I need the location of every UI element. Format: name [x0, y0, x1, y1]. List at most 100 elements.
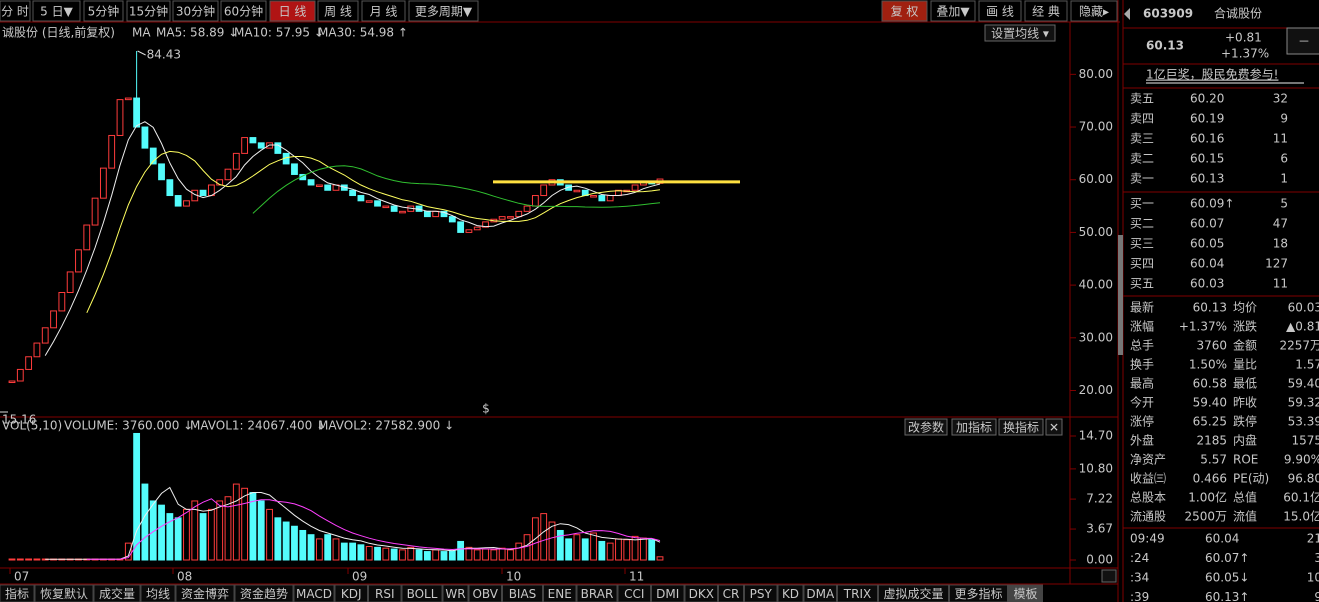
tab[interactable]: 均线: [146, 587, 170, 601]
minus-button-bg[interactable]: [1286, 27, 1319, 55]
toolbar-button[interactable]: 画 线: [986, 5, 1014, 19]
tab-bg[interactable]: [368, 584, 402, 602]
vol-button[interactable]: 改参数: [908, 420, 944, 435]
tab-bg[interactable]: [93, 584, 141, 602]
toolbar-button[interactable]: 分 时: [1, 5, 29, 19]
tab[interactable]: CCI: [624, 587, 644, 601]
tab[interactable]: DKX: [689, 587, 714, 601]
toolbar-button[interactable]: 复 权: [891, 5, 919, 19]
toolbar-button-bg[interactable]: [1024, 0, 1068, 22]
toolbar-button-bg[interactable]: [220, 0, 267, 22]
tab-bg[interactable]: [651, 584, 685, 602]
tab[interactable]: 指标: [5, 586, 29, 601]
tab[interactable]: DMA: [806, 587, 835, 601]
tab-bg[interactable]: [468, 584, 502, 602]
toolbar-button-bg[interactable]: [1070, 0, 1118, 22]
vol-button[interactable]: 加指标: [956, 420, 992, 435]
tab-bg[interactable]: [175, 584, 235, 602]
vol-button-bg[interactable]: [1045, 418, 1063, 436]
ad-link: 1亿巨奖，股民免费参与!: [1146, 67, 1278, 82]
tab[interactable]: MACD: [296, 587, 332, 601]
scrollbar[interactable]: [1101, 569, 1117, 583]
tab-bg[interactable]: [334, 584, 368, 602]
tab[interactable]: 更多指标: [954, 586, 1002, 601]
toolbar-button[interactable]: 月 线: [370, 5, 398, 19]
tab-bg[interactable]: [1008, 584, 1043, 602]
toolbar-button[interactable]: 经 典: [1032, 5, 1060, 19]
toolbar-button[interactable]: 叠加▼: [936, 5, 970, 19]
tab-bg[interactable]: [878, 584, 949, 602]
tab[interactable]: BOLL: [407, 587, 438, 601]
tab[interactable]: KD: [782, 587, 799, 601]
tab-bg[interactable]: [744, 584, 778, 602]
tab[interactable]: DMI: [656, 587, 679, 601]
tab[interactable]: KDJ: [341, 587, 362, 601]
toolbar-button-bg[interactable]: [978, 0, 1022, 22]
tab-bg[interactable]: [34, 584, 94, 602]
tab-bg[interactable]: [718, 584, 744, 602]
tab-bg[interactable]: [140, 584, 176, 602]
toolbar-button-bg[interactable]: [881, 0, 928, 22]
tab[interactable]: TRIX: [843, 587, 871, 601]
tab[interactable]: 模板: [1013, 587, 1037, 601]
toolbar-button-bg[interactable]: [317, 0, 359, 22]
toolbar-button-bg[interactable]: [0, 0, 31, 22]
tab[interactable]: 资金趋势: [240, 586, 288, 601]
toolbar-button-bg[interactable]: [930, 0, 976, 22]
tab[interactable]: BIAS: [509, 587, 537, 601]
toolbar-button[interactable]: 日 线: [279, 5, 307, 19]
tab[interactable]: CR: [723, 587, 740, 601]
tab-bg[interactable]: [617, 584, 651, 602]
tab[interactable]: ENE: [548, 587, 572, 601]
vol-button-bg[interactable]: [904, 418, 948, 436]
tab-bg[interactable]: [543, 584, 577, 602]
toolbar-button[interactable]: 30分钟: [176, 4, 215, 19]
toolbar-button[interactable]: 60分钟: [224, 4, 263, 19]
tab[interactable]: 恢复默认: [40, 586, 88, 601]
toolbar-button-bg[interactable]: [126, 0, 171, 22]
toolbar-button[interactable]: 隐藏▸: [1079, 5, 1109, 19]
tab-bg[interactable]: [401, 584, 443, 602]
toolbar-button-bg[interactable]: [361, 0, 406, 22]
tab-bg[interactable]: [0, 584, 35, 602]
vol-button[interactable]: 换指标: [1003, 420, 1039, 435]
stat-value: 59.32: [1288, 396, 1319, 410]
tab-bg[interactable]: [576, 584, 618, 602]
price: 60.04: [1190, 257, 1224, 271]
toolbar-button-bg[interactable]: [269, 0, 316, 22]
tab[interactable]: BRAR: [581, 587, 614, 601]
tab[interactable]: 成交量: [99, 586, 135, 601]
tab[interactable]: OBV: [472, 587, 498, 601]
splitter[interactable]: [1118, 235, 1123, 355]
toolbar-button[interactable]: 更多周期▼: [415, 5, 473, 19]
tab[interactable]: 虚拟成交量: [883, 586, 943, 601]
tab-bg[interactable]: [234, 584, 294, 602]
tab-bg[interactable]: [442, 584, 469, 602]
tab-bg[interactable]: [803, 584, 837, 602]
vol-button[interactable]: ✕: [1049, 421, 1059, 435]
tab-bg[interactable]: [502, 584, 543, 602]
collapse-icon[interactable]: [1124, 8, 1130, 20]
toolbar-button[interactable]: 周 线: [324, 5, 352, 19]
toolbar-button-bg[interactable]: [32, 0, 81, 22]
tab-bg[interactable]: [293, 584, 335, 602]
toolbar-button[interactable]: 5 日▼: [40, 5, 73, 19]
minus-button[interactable]: －: [1298, 35, 1310, 49]
tab-bg[interactable]: [949, 584, 1008, 602]
tab[interactable]: WR: [445, 587, 465, 601]
toolbar-button-bg[interactable]: [408, 0, 479, 22]
ma-settings-bg[interactable]: [984, 24, 1056, 42]
tab[interactable]: RSI: [375, 587, 395, 601]
tab[interactable]: 资金博弈: [181, 586, 229, 601]
tab-bg[interactable]: [837, 584, 878, 602]
tab-bg[interactable]: [684, 584, 718, 602]
toolbar-button-bg[interactable]: [83, 0, 124, 22]
vol-button-bg[interactable]: [998, 418, 1044, 436]
vol-button-bg[interactable]: [951, 418, 997, 436]
toolbar-button-bg[interactable]: [172, 0, 219, 22]
toolbar-button[interactable]: 15分钟: [129, 4, 168, 19]
ma-settings[interactable]: 设置均线 ▾: [991, 27, 1049, 41]
tab-bg[interactable]: [777, 584, 804, 602]
toolbar-button[interactable]: 5分钟: [88, 4, 120, 19]
tab[interactable]: PSY: [750, 587, 773, 601]
